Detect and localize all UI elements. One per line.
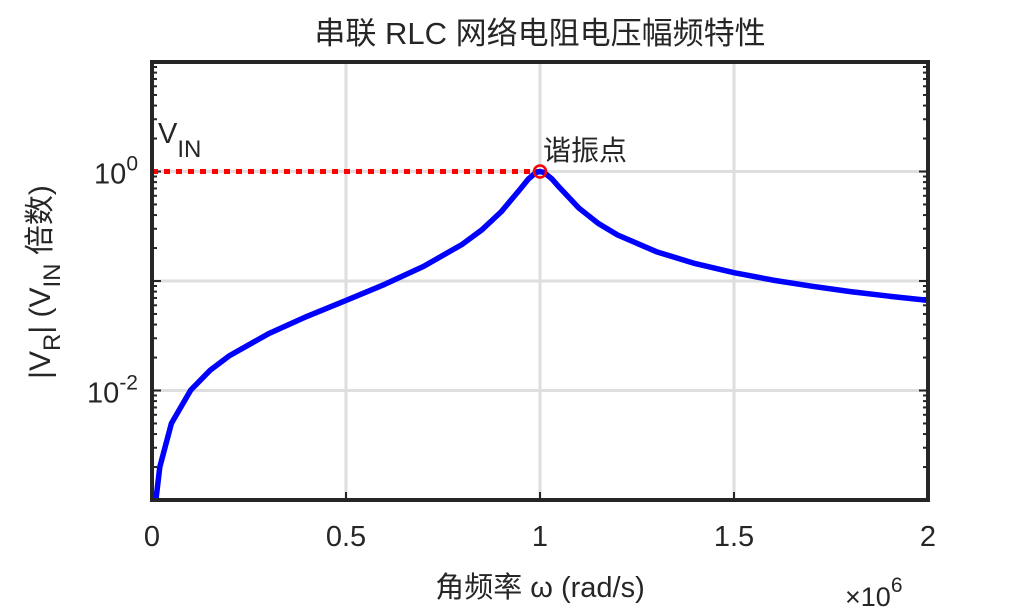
x-multiplier: ×106: [845, 574, 903, 612]
x-tick-labels: 0 0.5 1 1.5 2: [144, 521, 936, 553]
x-tick-label: 2: [920, 521, 936, 553]
x-tick-label: 1.5: [714, 521, 754, 553]
resonance-annotation: 谐振点: [543, 135, 627, 166]
x-tick-label: 1: [532, 521, 548, 553]
plot-frame: [150, 60, 930, 502]
x-tick-label: 0.5: [326, 521, 366, 553]
y-axis-label: |VR| (VIN 倍数): [24, 185, 66, 379]
x-axis-label: 角频率 ω (rad/s): [435, 571, 645, 604]
resonance-point-marker: [532, 164, 548, 179]
x-tick-label: 0: [144, 521, 160, 553]
chart-title: 串联 RLC 网络电阻电压幅频特性: [314, 16, 765, 51]
series-line-vr: [153, 168, 929, 501]
y-tick-label: 10-2: [87, 372, 138, 410]
vin-label: VIN: [158, 118, 201, 163]
y-tick-label: 100: [94, 153, 138, 191]
y-tick-labels: 100 10-2: [87, 153, 138, 410]
grid-lines: [150, 60, 930, 502]
